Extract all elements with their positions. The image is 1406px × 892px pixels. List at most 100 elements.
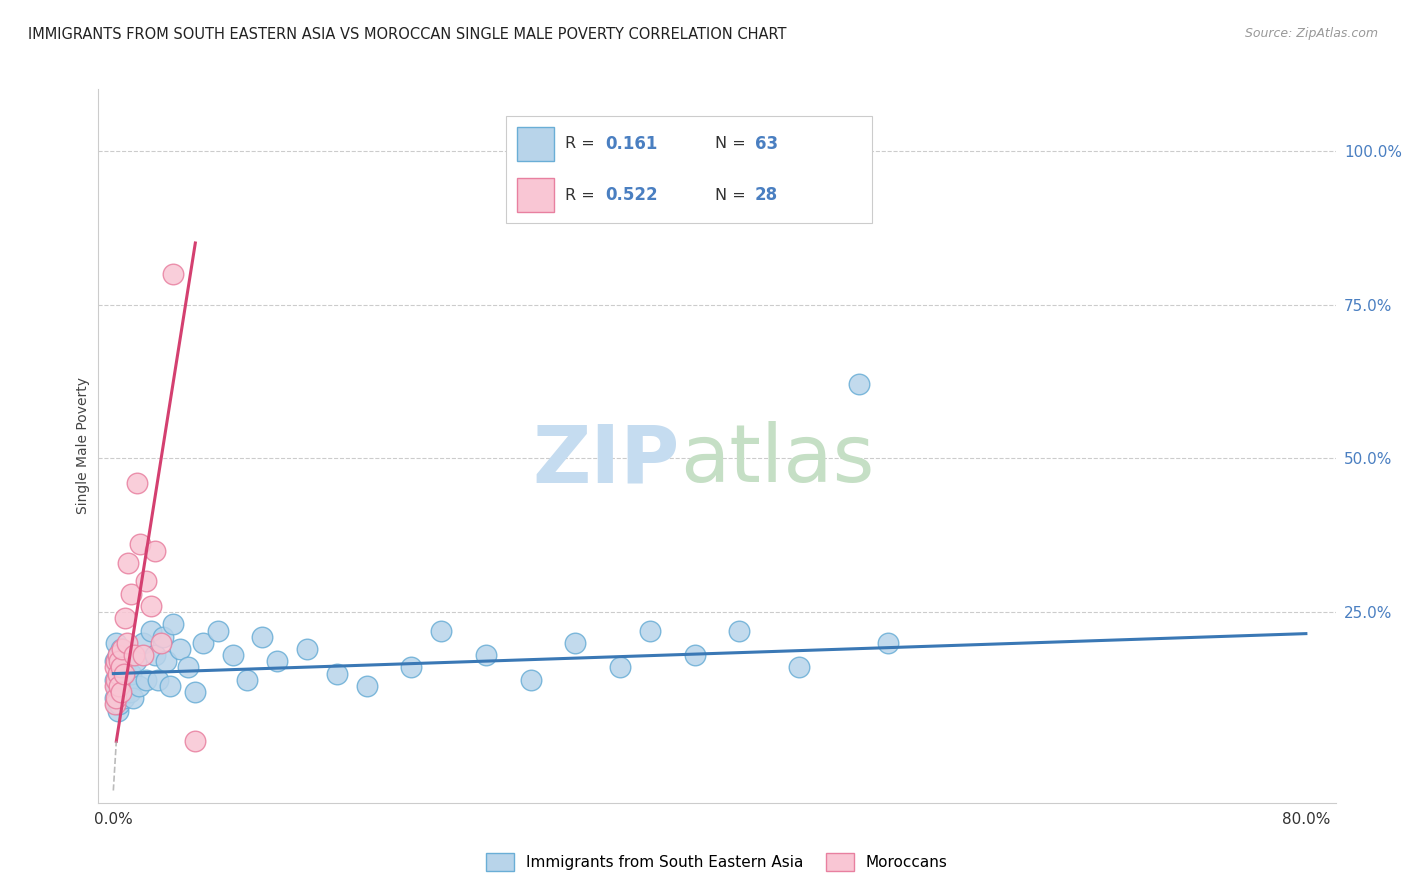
Point	[114, 660, 136, 674]
Text: 28: 28	[755, 186, 778, 204]
Point	[111, 654, 134, 668]
Point	[683, 648, 706, 662]
Point	[105, 654, 128, 668]
Point	[107, 648, 129, 662]
Point	[162, 617, 184, 632]
Point	[117, 556, 139, 570]
Point	[105, 691, 128, 706]
Point	[236, 673, 259, 687]
Point	[105, 636, 128, 650]
Point	[430, 624, 453, 638]
Point	[728, 624, 751, 638]
Legend: Immigrants from South Eastern Asia, Moroccans: Immigrants from South Eastern Asia, Moro…	[479, 847, 955, 877]
Point	[191, 636, 214, 650]
Point	[104, 673, 127, 687]
Text: 80.0%: 80.0%	[1282, 812, 1330, 827]
Point	[112, 691, 135, 706]
Point	[107, 666, 129, 681]
Point	[143, 648, 166, 662]
Point	[110, 666, 132, 681]
Point	[146, 673, 169, 687]
Point	[121, 691, 143, 706]
Point	[143, 543, 166, 558]
Text: N =: N =	[714, 187, 751, 202]
Point	[475, 648, 498, 662]
Point	[110, 642, 132, 657]
Point	[108, 698, 131, 712]
Point	[848, 377, 870, 392]
Point	[115, 679, 138, 693]
Point	[108, 679, 131, 693]
Point	[184, 685, 207, 699]
Point	[107, 704, 129, 718]
Text: R =: R =	[565, 187, 599, 202]
Point	[108, 654, 131, 668]
Point	[111, 673, 134, 687]
Point	[295, 642, 318, 657]
Point	[132, 648, 155, 662]
Point	[132, 636, 155, 650]
Point	[111, 642, 134, 657]
Point	[110, 660, 132, 674]
Point	[207, 624, 229, 638]
Text: ZIP: ZIP	[533, 421, 681, 500]
Text: 0.522: 0.522	[605, 186, 658, 204]
Point	[184, 734, 207, 748]
Point	[169, 642, 191, 657]
Text: IMMIGRANTS FROM SOUTH EASTERN ASIA VS MOROCCAN SINGLE MALE POVERTY CORRELATION C: IMMIGRANTS FROM SOUTH EASTERN ASIA VS MO…	[28, 27, 786, 42]
Text: Source: ZipAtlas.com: Source: ZipAtlas.com	[1244, 27, 1378, 40]
Point	[266, 654, 288, 668]
Text: R =: R =	[565, 136, 599, 152]
Point	[105, 673, 128, 687]
Text: 0.161: 0.161	[605, 135, 657, 153]
Point	[120, 587, 142, 601]
Point	[104, 698, 127, 712]
Point	[609, 660, 631, 674]
Point	[564, 636, 586, 650]
Point	[150, 636, 173, 650]
Point	[638, 624, 661, 638]
Point	[104, 654, 127, 668]
Point	[221, 648, 243, 662]
Point	[326, 666, 349, 681]
Point	[114, 685, 136, 699]
Point	[177, 660, 200, 674]
Text: N =: N =	[714, 136, 751, 152]
Point	[104, 660, 127, 674]
Point	[135, 673, 157, 687]
Text: 63: 63	[755, 135, 778, 153]
Point	[519, 673, 541, 687]
FancyBboxPatch shape	[517, 178, 554, 212]
Point	[152, 630, 174, 644]
Point	[112, 666, 135, 681]
Point	[127, 475, 149, 490]
Point	[107, 666, 129, 681]
Point	[162, 267, 184, 281]
Y-axis label: Single Male Poverty: Single Male Poverty	[76, 377, 90, 515]
Point	[129, 537, 152, 551]
Point	[112, 666, 135, 681]
Point	[787, 660, 810, 674]
Point	[110, 685, 132, 699]
Point	[401, 660, 423, 674]
Point	[117, 673, 139, 687]
Point	[159, 679, 181, 693]
Point	[107, 685, 129, 699]
Text: 0.0%: 0.0%	[94, 812, 132, 827]
Point	[108, 679, 131, 693]
Point	[104, 679, 127, 693]
Point	[877, 636, 900, 650]
Point	[104, 691, 127, 706]
Point	[105, 679, 128, 693]
FancyBboxPatch shape	[517, 127, 554, 161]
Point	[115, 636, 138, 650]
Point	[122, 648, 145, 662]
Point	[110, 685, 132, 699]
Text: atlas: atlas	[681, 421, 875, 500]
Point	[155, 654, 177, 668]
Point	[128, 679, 150, 693]
Point	[252, 630, 274, 644]
Point	[107, 648, 129, 662]
Point	[108, 660, 131, 674]
Point	[139, 599, 162, 613]
